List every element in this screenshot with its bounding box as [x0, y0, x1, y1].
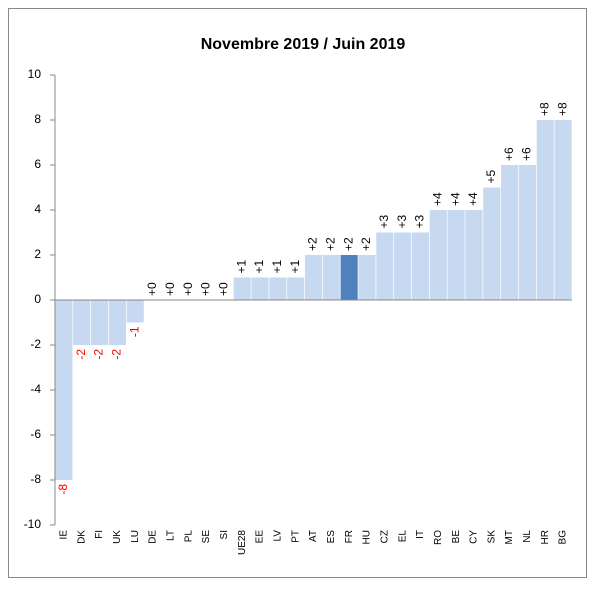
bar: [251, 277, 269, 300]
value-label: -8: [56, 484, 70, 495]
value-label: +0: [145, 282, 159, 296]
bar: [55, 300, 73, 480]
y-tick-label: -2: [30, 337, 41, 351]
bar: [376, 232, 394, 300]
value-label: +2: [323, 237, 337, 251]
value-label: +1: [252, 259, 266, 273]
value-label: +6: [502, 147, 516, 161]
bar: [394, 232, 412, 300]
bar: [126, 300, 144, 323]
x-tick-label: LT: [166, 530, 177, 541]
bar: [536, 120, 554, 300]
bar: [269, 277, 287, 300]
y-tick-label: 8: [34, 112, 41, 126]
x-tick-label: LU: [130, 530, 141, 543]
y-tick-label: -10: [24, 517, 42, 531]
x-tick-label: NL: [522, 530, 533, 543]
value-label: +2: [359, 237, 373, 251]
x-tick-label: CY: [469, 530, 480, 544]
x-tick-label: RO: [433, 530, 444, 545]
value-label: -2: [110, 349, 124, 360]
value-label: +3: [377, 214, 391, 228]
bar: [483, 187, 501, 300]
value-label: +1: [234, 259, 248, 273]
x-tick-label: BE: [451, 530, 462, 544]
bar: [358, 255, 376, 300]
x-tick-label: UE28: [237, 530, 248, 555]
y-tick-label: 4: [34, 202, 41, 216]
value-label: +0: [199, 282, 213, 296]
x-tick-label: PL: [183, 530, 194, 543]
x-tick-label: FI: [94, 530, 105, 539]
x-tick-label: MT: [504, 530, 515, 544]
x-tick-label: UK: [112, 530, 123, 544]
bar: [108, 300, 126, 345]
bar: [429, 210, 447, 300]
value-label: +4: [448, 192, 462, 206]
y-tick-label: 10: [28, 67, 42, 81]
chart-title: Novembre 2019 / Juin 2019: [201, 36, 406, 53]
bar: [501, 165, 519, 300]
x-tick-label: HR: [540, 530, 551, 544]
x-tick-label: DK: [76, 530, 87, 544]
y-tick-label: -6: [30, 427, 41, 441]
x-tick-label: ES: [326, 530, 337, 544]
value-label: +2: [306, 237, 320, 251]
value-label: +1: [270, 259, 284, 273]
x-tick-label: SE: [201, 530, 212, 544]
x-tick-label: EL: [397, 530, 408, 543]
x-tick-label: FR: [344, 530, 355, 543]
bar: [233, 277, 251, 300]
bar: [73, 300, 91, 345]
y-tick-label: 6: [34, 157, 41, 171]
x-tick-label: IE: [59, 530, 70, 540]
y-tick-label: -8: [30, 472, 41, 486]
bar: [447, 210, 465, 300]
bar: [465, 210, 483, 300]
value-label: +4: [430, 192, 444, 206]
value-label: -1: [127, 326, 141, 337]
x-tick-label: SK: [486, 530, 497, 544]
bar: [304, 255, 323, 300]
bar: [91, 300, 109, 345]
value-label: +8: [555, 102, 569, 116]
y-tick-label: 2: [34, 247, 41, 261]
x-tick-label: LV: [272, 530, 283, 542]
bar: [518, 165, 536, 300]
value-label: +1: [288, 259, 302, 273]
x-tick-label: AT: [308, 530, 319, 542]
x-tick-label: DE: [148, 530, 159, 544]
value-label: +8: [537, 102, 551, 116]
value-label: +2: [341, 237, 355, 251]
value-label: +4: [466, 192, 480, 206]
x-tick-label: IT: [415, 530, 426, 539]
x-tick-label: SI: [219, 530, 230, 539]
y-tick-label: 0: [34, 292, 41, 306]
x-tick-label: CZ: [379, 530, 390, 543]
y-tick-label: -4: [30, 382, 41, 396]
value-label: -2: [74, 349, 88, 360]
bar: [411, 232, 430, 300]
value-label: +3: [395, 214, 409, 228]
x-tick-label: HU: [362, 530, 373, 544]
bar: [287, 277, 305, 300]
x-tick-label: EE: [255, 530, 266, 544]
bar: [554, 120, 572, 300]
x-tick-label: PT: [290, 530, 301, 543]
bar: [340, 255, 358, 300]
value-label: +5: [484, 169, 498, 183]
value-label: +0: [163, 282, 177, 296]
bar: [322, 255, 340, 300]
x-tick-label: BG: [558, 530, 569, 545]
value-label: -2: [92, 349, 106, 360]
value-label: +0: [217, 282, 231, 296]
value-label: +3: [413, 214, 427, 228]
value-label: +0: [181, 282, 195, 296]
value-label: +6: [520, 147, 534, 161]
